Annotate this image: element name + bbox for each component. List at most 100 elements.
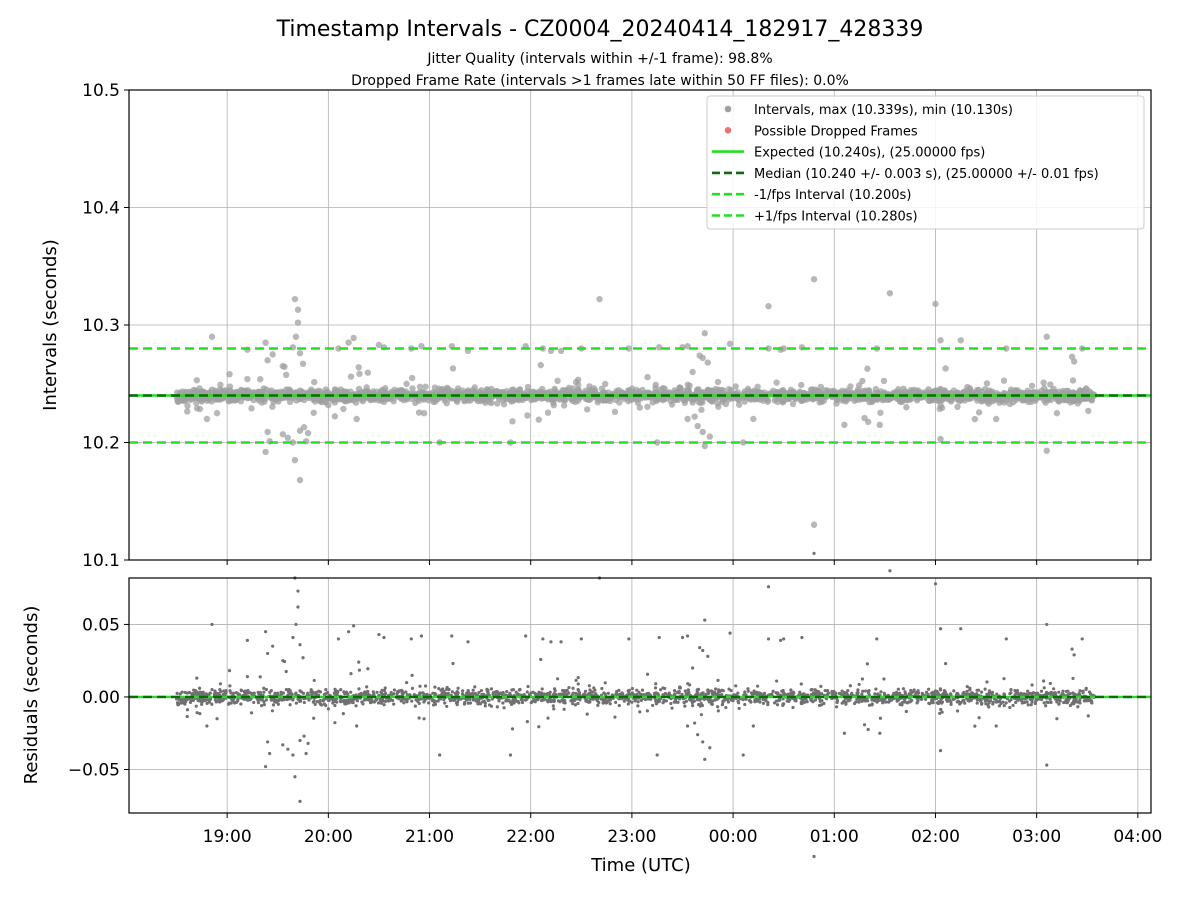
- residual-point: [1068, 703, 1072, 708]
- residual-point: [298, 799, 302, 803]
- interval-point: [779, 387, 787, 394]
- residual-point: [597, 700, 601, 705]
- residual-point: [691, 703, 695, 708]
- residual-point: [685, 724, 690, 728]
- residual-point: [720, 688, 724, 692]
- residual-point: [333, 721, 337, 725]
- residual-point: [728, 631, 732, 635]
- residual-point: [343, 692, 347, 696]
- residual-point: [228, 684, 232, 688]
- interval-point: [1028, 382, 1036, 389]
- residual-point: [761, 697, 765, 702]
- residual-point: [285, 697, 289, 702]
- residual-point: [775, 703, 780, 707]
- residual-point: [502, 706, 506, 710]
- interval-point: [900, 385, 907, 393]
- residual-point: [1042, 679, 1046, 683]
- interval-point: [585, 396, 592, 404]
- residual-point: [552, 692, 557, 696]
- residual-point: [451, 698, 456, 702]
- residual-point: [516, 692, 520, 696]
- interval-point: [732, 383, 739, 390]
- residual-point: [1061, 689, 1065, 693]
- residual-point: [304, 751, 308, 756]
- residual-point: [1074, 700, 1078, 704]
- residual-point: [383, 686, 387, 690]
- residual-point: [776, 692, 780, 696]
- residual-point: [962, 698, 966, 702]
- residual-point: [567, 691, 571, 695]
- interval-point: [942, 365, 949, 372]
- residual-point: [526, 684, 530, 689]
- residual-point: [990, 690, 995, 694]
- residual-point: [339, 687, 343, 692]
- residual-point: [726, 700, 731, 704]
- residual-point: [943, 661, 948, 666]
- residual-point: [524, 698, 528, 702]
- residual-point: [1009, 698, 1013, 702]
- residual-point: [636, 704, 640, 708]
- residual-point: [259, 698, 263, 702]
- interval-point: [701, 442, 708, 450]
- interval-point: [363, 384, 370, 391]
- residual-point: [382, 703, 386, 707]
- residual-point: [951, 697, 955, 702]
- residual-point: [938, 749, 943, 753]
- residual-point: [273, 700, 277, 704]
- residual-point: [461, 689, 465, 693]
- interval-point: [966, 385, 974, 392]
- residual-point: [939, 707, 943, 712]
- residual-point: [266, 740, 270, 744]
- residual-point: [556, 677, 560, 681]
- residual-point: [1087, 699, 1092, 703]
- residual-point: [878, 716, 883, 720]
- residual-point: [832, 689, 836, 693]
- residual-point: [525, 719, 529, 724]
- interval-point: [1043, 333, 1050, 340]
- interval-point: [744, 385, 752, 393]
- interval-point: [691, 413, 698, 420]
- interval-point: [818, 398, 825, 406]
- residual-point: [858, 697, 862, 701]
- residual-point: [422, 717, 426, 721]
- interval-point: [773, 379, 780, 386]
- residual-point: [245, 675, 249, 679]
- residual-point: [1055, 717, 1059, 721]
- residual-point: [842, 731, 847, 735]
- residual-point: [469, 692, 473, 696]
- residual-point: [701, 740, 705, 744]
- residual-point: [361, 702, 365, 706]
- interval-point: [957, 337, 964, 344]
- residual-point: [703, 757, 707, 761]
- interval-point: [1023, 396, 1031, 403]
- residual-point: [235, 691, 239, 695]
- interval-point: [193, 405, 201, 412]
- residual-point: [511, 687, 515, 692]
- residual-point: [451, 661, 455, 666]
- residual-point: [1015, 688, 1020, 693]
- interval-point: [178, 388, 186, 395]
- residual-point: [538, 692, 542, 697]
- interval-point: [841, 421, 848, 429]
- residual-point: [615, 692, 619, 696]
- residual-point: [437, 687, 441, 691]
- interval-point: [992, 415, 1000, 423]
- interval-point: [1069, 377, 1077, 384]
- residual-point: [268, 690, 272, 694]
- residual-point: [1062, 700, 1066, 705]
- interval-point: [780, 397, 787, 405]
- residual-point: [900, 700, 905, 705]
- residual-point: [1073, 692, 1077, 696]
- residual-point: [200, 700, 204, 705]
- residual-point: [762, 691, 767, 696]
- residual-point: [729, 688, 733, 693]
- residual-point: [296, 605, 300, 609]
- residual-point: [487, 703, 492, 707]
- residual-point: [262, 690, 266, 694]
- residual-point: [298, 643, 302, 647]
- residual-point: [799, 701, 803, 706]
- residual-point: [232, 691, 236, 695]
- residual-point: [1066, 700, 1070, 704]
- residuals-y-axis-label: Residuals (seconds): [21, 606, 42, 785]
- residual-point: [563, 689, 567, 693]
